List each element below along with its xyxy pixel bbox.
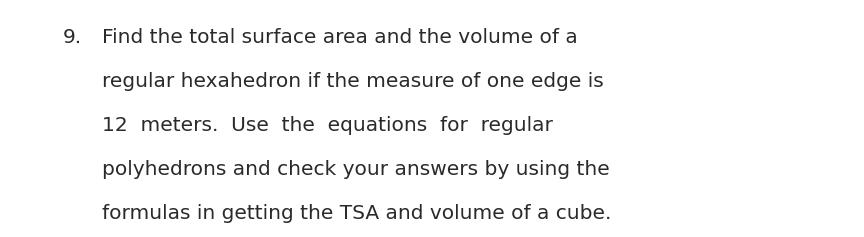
Text: 12  meters.  Use  the  equations  for  regular: 12 meters. Use the equations for regular	[102, 116, 553, 135]
Text: Find the total surface area and the volume of a: Find the total surface area and the volu…	[102, 28, 578, 47]
Text: polyhedrons and check your answers by using the: polyhedrons and check your answers by us…	[102, 160, 610, 179]
Text: regular hexahedron if the measure of one edge is: regular hexahedron if the measure of one…	[102, 72, 604, 91]
Text: formulas in getting the TSA and volume of a cube.: formulas in getting the TSA and volume o…	[102, 204, 612, 223]
Text: 9.: 9.	[63, 28, 82, 47]
